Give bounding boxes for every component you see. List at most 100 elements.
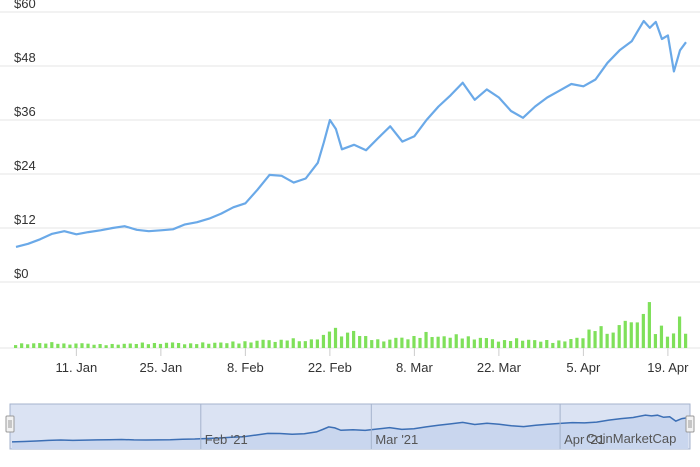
volume-bar — [659, 325, 664, 348]
volume-bar — [575, 337, 579, 348]
price-line-layer — [15, 19, 687, 248]
volume-bar — [146, 344, 150, 348]
y-tick-label: $60 — [14, 0, 36, 11]
volume-bar — [285, 340, 289, 348]
volume-bar — [539, 341, 543, 348]
volume-bar — [279, 339, 283, 348]
volume-bar — [502, 340, 507, 348]
volume-bar — [116, 344, 120, 348]
volume-bar — [454, 334, 458, 348]
volume-bar — [38, 343, 42, 348]
x-tick-label: 19. Apr — [647, 360, 689, 375]
navigator-month-label: Mar '21 — [375, 432, 418, 447]
volume-bar — [521, 340, 525, 348]
volume-bar — [32, 343, 36, 348]
volume-bar — [249, 342, 253, 348]
volume-bar — [593, 331, 597, 348]
y-tick-label: $24 — [14, 158, 36, 173]
volume-bar — [98, 344, 102, 348]
volume-bar — [134, 343, 138, 348]
volume-bars — [14, 302, 688, 348]
x-tick-label: 5. Apr — [566, 360, 601, 375]
watermark: CoinMarketCap — [586, 431, 676, 446]
volume-bar — [219, 342, 223, 348]
navigator-month-label: Feb '21 — [205, 432, 248, 447]
volume-bar — [128, 343, 132, 348]
volume-bar — [448, 337, 452, 348]
volume-bar — [20, 343, 24, 348]
volume-bar — [400, 337, 404, 348]
volume-bar — [158, 343, 163, 348]
volume-bar — [647, 302, 651, 348]
volume-bar — [623, 320, 627, 348]
volume-bar — [533, 340, 537, 348]
volume-bar — [418, 337, 422, 348]
volume-bar — [581, 338, 585, 348]
x-axis-labels: 11. Jan 25. Jan 8. Feb 22. Feb 8. Mar 22. Mar… — [56, 348, 689, 375]
volume-bar — [333, 327, 338, 348]
volume-bar — [164, 342, 169, 348]
volume-bar — [14, 345, 18, 348]
volume-bar — [104, 345, 108, 348]
navigator-month-label: Apr '21 — [564, 432, 605, 447]
volume-bar — [303, 341, 307, 348]
volume-bar — [309, 339, 313, 348]
volume-bar — [551, 342, 555, 348]
volume-bar — [599, 326, 603, 348]
volume-bar — [267, 340, 271, 348]
volume-bar — [213, 342, 217, 348]
volume-bar — [406, 339, 410, 348]
price-line — [15, 19, 687, 248]
volume-bar — [641, 313, 645, 348]
volume-bar — [364, 336, 368, 348]
volume-bar — [140, 342, 144, 348]
navigator-right-handle[interactable] — [685, 415, 695, 433]
x-tick-label: 22. Mar — [477, 360, 522, 375]
volume-bar — [514, 338, 519, 348]
volume-bar — [484, 338, 489, 348]
x-tick-label: 8. Feb — [227, 360, 264, 375]
volume-bar — [635, 322, 639, 348]
volume-bar — [122, 343, 126, 348]
volume-bar — [68, 344, 72, 348]
volume-bar — [231, 341, 235, 348]
volume-bar — [382, 341, 386, 348]
volume-bar — [388, 339, 392, 348]
volume-bar — [176, 342, 181, 348]
navigator-left-handle[interactable] — [5, 415, 15, 433]
volume-bar — [201, 342, 205, 348]
y-tick-label: $48 — [14, 50, 36, 65]
volume-bar — [376, 339, 380, 348]
volume-bar — [472, 339, 476, 348]
volume-bar — [189, 343, 193, 348]
volume-bar — [677, 316, 682, 348]
volume-bar — [430, 337, 434, 348]
navigator-area — [12, 415, 688, 449]
volume-bar — [345, 332, 350, 348]
volume-bar — [92, 344, 96, 348]
volume-bar — [358, 335, 362, 348]
volume-bar — [297, 341, 301, 348]
volume-bar — [563, 341, 567, 348]
volume-bar — [225, 343, 229, 348]
x-tick-label: 11. Jan — [56, 360, 98, 375]
y-tick-label: $12 — [14, 212, 36, 227]
volume-bar — [611, 332, 615, 348]
gridlines — [0, 11, 700, 349]
volume-bar — [490, 339, 495, 348]
volume-bar — [605, 333, 609, 348]
volume-bar — [424, 331, 428, 348]
volume-bar — [466, 336, 470, 348]
volume-bar — [436, 336, 440, 348]
volume-bar — [261, 339, 265, 348]
volume-bar — [243, 341, 247, 348]
volume-bar — [478, 337, 482, 348]
volume-bar — [587, 329, 591, 348]
volume-bar — [671, 333, 676, 348]
volume-bar — [653, 334, 658, 348]
volume-bar — [545, 340, 549, 348]
volume-bar — [684, 333, 688, 348]
volume-bar — [50, 342, 54, 348]
